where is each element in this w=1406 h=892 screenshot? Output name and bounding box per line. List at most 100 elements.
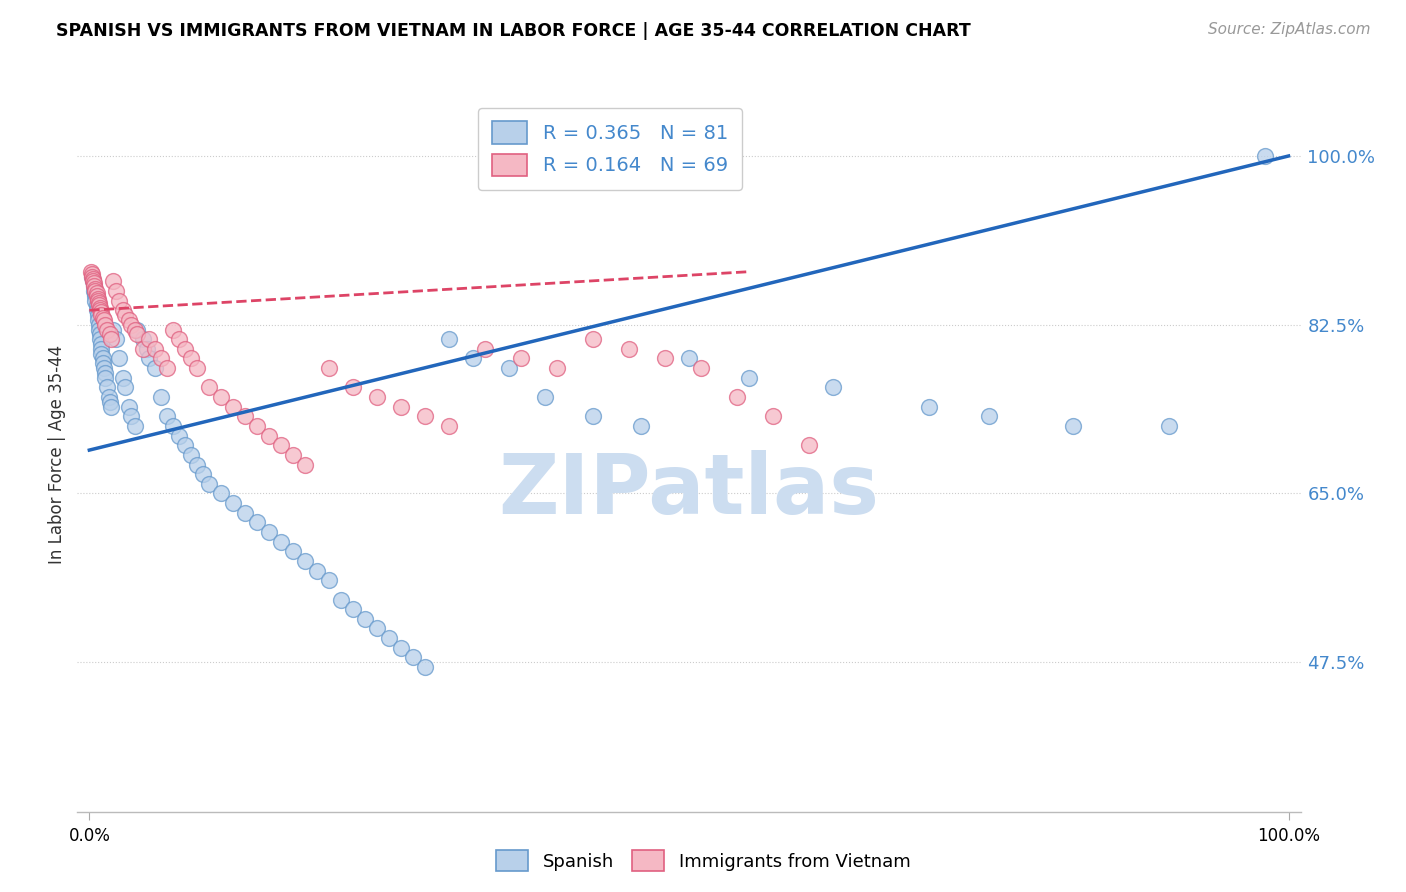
Point xyxy=(87,308,110,322)
Point xyxy=(150,351,173,366)
Point xyxy=(124,419,146,434)
Point xyxy=(91,310,114,325)
Point xyxy=(111,371,134,385)
Point xyxy=(198,380,221,394)
Point xyxy=(87,318,110,332)
Point xyxy=(118,313,141,327)
Point xyxy=(100,400,122,414)
Point xyxy=(90,346,112,360)
Point xyxy=(103,274,125,288)
Point xyxy=(283,544,305,558)
Text: SPANISH VS IMMIGRANTS FROM VIETNAM IN LABOR FORCE | AGE 35-44 CORRELATION CHART: SPANISH VS IMMIGRANTS FROM VIETNAM IN LA… xyxy=(56,22,972,40)
Point xyxy=(100,332,122,346)
Point xyxy=(127,322,149,336)
Legend: R = 0.365   N = 81, R = 0.164   N = 69: R = 0.365 N = 81, R = 0.164 N = 69 xyxy=(478,108,741,190)
Point xyxy=(174,438,197,452)
Point xyxy=(233,506,256,520)
Point xyxy=(84,285,107,300)
Point xyxy=(222,400,245,414)
Point xyxy=(97,390,120,404)
Point xyxy=(111,303,134,318)
Point xyxy=(132,342,155,356)
Point xyxy=(83,284,105,298)
Point xyxy=(283,448,305,462)
Y-axis label: In Labor Force | Age 35-44: In Labor Force | Age 35-44 xyxy=(48,345,66,565)
Point xyxy=(162,322,184,336)
Point xyxy=(318,361,340,376)
Point xyxy=(330,592,353,607)
Point xyxy=(389,640,412,655)
Point xyxy=(80,267,103,281)
Point xyxy=(402,650,425,665)
Point xyxy=(413,409,436,424)
Point xyxy=(94,318,117,332)
Point xyxy=(617,342,640,356)
Point xyxy=(118,400,141,414)
Point xyxy=(96,322,118,336)
Point xyxy=(98,395,121,409)
Point xyxy=(89,301,111,316)
Point xyxy=(83,279,105,293)
Point xyxy=(294,458,316,472)
Point xyxy=(82,274,104,288)
Point xyxy=(169,428,191,442)
Point xyxy=(366,390,388,404)
Point xyxy=(546,361,568,376)
Point xyxy=(342,602,364,616)
Point xyxy=(82,274,104,288)
Point xyxy=(193,467,215,482)
Point xyxy=(510,351,533,366)
Point xyxy=(246,419,269,434)
Point xyxy=(80,269,103,284)
Point xyxy=(498,361,520,376)
Point xyxy=(270,438,292,452)
Point xyxy=(83,277,105,291)
Point xyxy=(143,342,166,356)
Point xyxy=(91,351,114,366)
Point xyxy=(180,448,202,462)
Text: ZIPatlas: ZIPatlas xyxy=(499,450,879,531)
Point xyxy=(127,327,149,342)
Point xyxy=(186,458,208,472)
Point xyxy=(630,419,652,434)
Point xyxy=(582,332,605,346)
Point xyxy=(89,327,111,342)
Point xyxy=(108,293,131,308)
Point xyxy=(821,380,844,394)
Point xyxy=(103,322,125,336)
Point xyxy=(96,380,118,394)
Point xyxy=(977,409,1000,424)
Point xyxy=(104,332,127,346)
Point xyxy=(84,282,107,296)
Point xyxy=(156,409,179,424)
Point xyxy=(94,371,117,385)
Point xyxy=(582,409,605,424)
Point xyxy=(87,322,110,336)
Point xyxy=(186,361,208,376)
Point xyxy=(87,313,110,327)
Point xyxy=(294,554,316,568)
Point xyxy=(342,380,364,394)
Point xyxy=(91,356,114,370)
Text: Source: ZipAtlas.com: Source: ZipAtlas.com xyxy=(1208,22,1371,37)
Point xyxy=(762,409,785,424)
Point xyxy=(246,516,269,530)
Point xyxy=(132,332,155,346)
Legend: Spanish, Immigrants from Vietnam: Spanish, Immigrants from Vietnam xyxy=(488,843,918,879)
Point xyxy=(222,496,245,510)
Point xyxy=(86,289,108,303)
Point xyxy=(120,409,142,424)
Point xyxy=(413,660,436,674)
Point xyxy=(738,371,761,385)
Point xyxy=(86,285,108,300)
Point xyxy=(389,400,412,414)
Point xyxy=(87,295,110,310)
Point xyxy=(257,524,280,539)
Point xyxy=(437,332,460,346)
Point xyxy=(366,622,388,636)
Point xyxy=(138,332,160,346)
Point xyxy=(89,332,111,346)
Point xyxy=(169,332,191,346)
Point xyxy=(93,361,115,376)
Point xyxy=(174,342,197,356)
